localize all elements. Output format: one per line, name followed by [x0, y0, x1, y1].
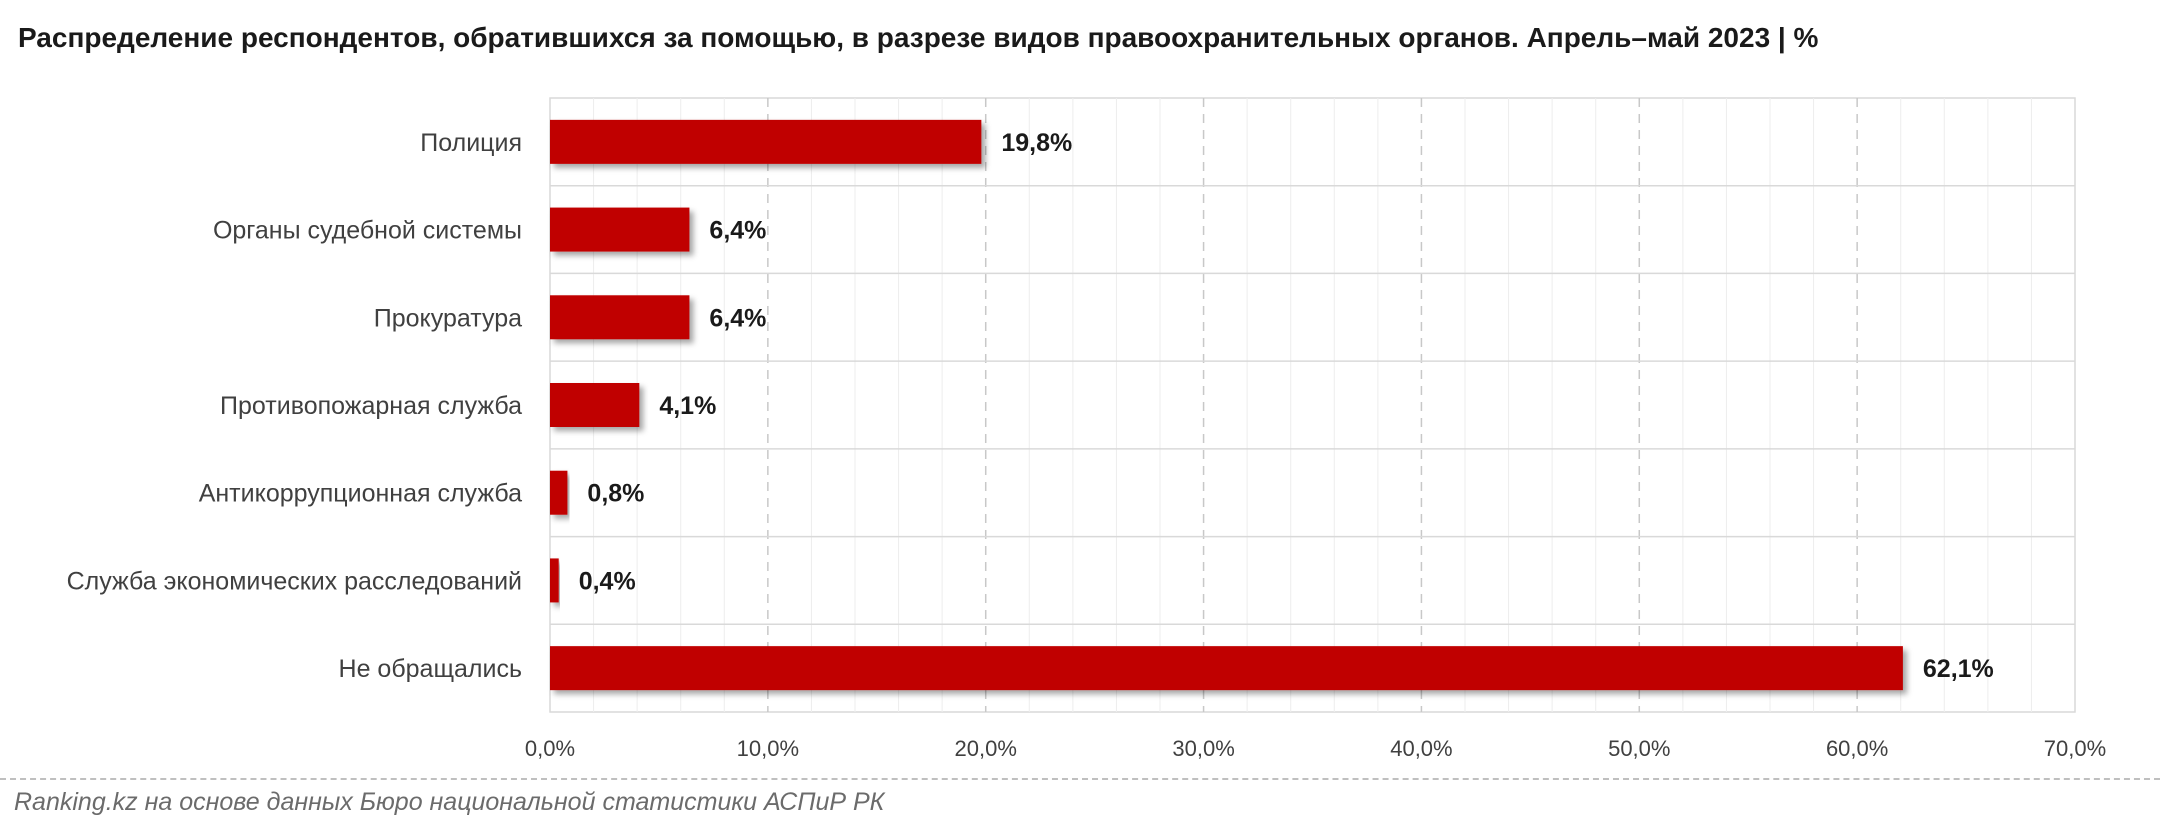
value-label: 0,4% — [579, 567, 636, 595]
chart-title: Распределение респондентов, обратившихся… — [18, 22, 1819, 53]
bar — [550, 470, 568, 515]
bar — [550, 646, 1903, 691]
x-tick-label: 30,0% — [1172, 736, 1234, 761]
category-label: Прокуратура — [374, 304, 522, 332]
category-label: Органы судебной системы — [213, 217, 522, 245]
labels: 0,0% 10,0% 20,0% 30,0% 40,0% 50,0% 60,0% 70,0% П… — [67, 129, 2107, 761]
gridlines — [550, 98, 2075, 712]
value-label: 6,4% — [709, 304, 766, 332]
x-tick-label: 70,0% — [2044, 736, 2106, 761]
category-label: Не обращались — [339, 655, 522, 683]
value-label: 19,8% — [1001, 129, 1072, 157]
plot-area — [549, 97, 2076, 713]
category-label: Полиция — [420, 129, 522, 157]
bars — [550, 119, 1903, 691]
value-label: 4,1% — [659, 392, 716, 420]
value-label: 0,8% — [587, 480, 644, 508]
x-tick-label: 60,0% — [1826, 736, 1888, 761]
x-tick-label: 10,0% — [737, 736, 799, 761]
plot-border — [549, 97, 2076, 713]
bar — [550, 295, 690, 340]
source-note: Ranking.kz на основе данных Бюро национа… — [14, 788, 885, 816]
category-label: Служба экономических расследований — [67, 567, 522, 595]
category-label: Антикоррупционная служба — [199, 480, 522, 508]
category-label: Противопожарная служба — [220, 392, 522, 420]
bar — [550, 558, 559, 603]
x-tick-label: 50,0% — [1608, 736, 1670, 761]
x-tick-label: 0,0% — [525, 736, 575, 761]
source-divider — [0, 778, 2160, 780]
bar — [550, 207, 690, 252]
x-tick-label: 20,0% — [955, 736, 1017, 761]
bar — [550, 383, 640, 427]
bar — [550, 119, 982, 164]
value-label: 62,1% — [1923, 655, 1994, 683]
bar-chart: 0,0% 10,0% 20,0% 30,0% 40,0% 50,0% 60,0% 70,0% П… — [67, 97, 2107, 761]
value-label: 6,4% — [709, 217, 766, 245]
x-tick-label: 40,0% — [1390, 736, 1452, 761]
